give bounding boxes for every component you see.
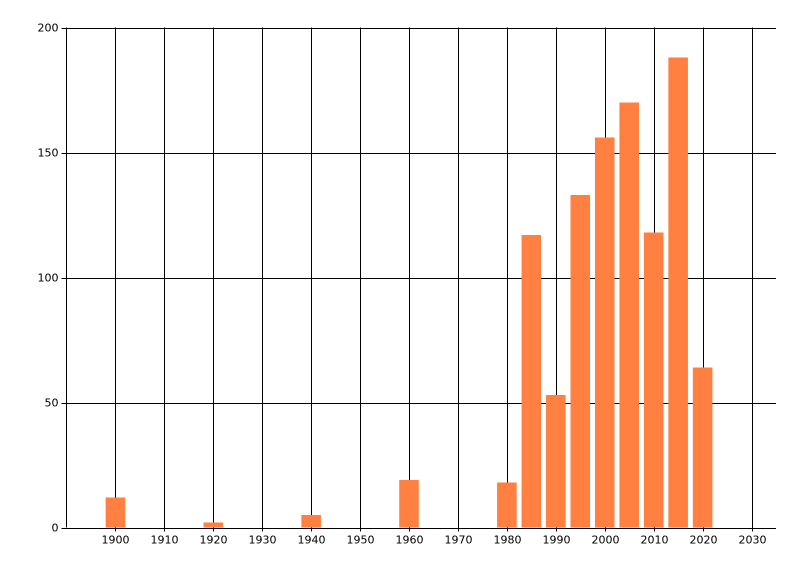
x-tick-label: 2010: [641, 534, 669, 547]
bar: [643, 232, 664, 528]
y-tick-label: 200: [38, 22, 59, 35]
x-tick-label: 1930: [249, 534, 277, 547]
x-tick-label: 2020: [690, 534, 718, 547]
y-tick-label: 0: [52, 522, 59, 535]
bar: [399, 480, 419, 528]
x-tick-label: 2000: [592, 534, 620, 547]
bar: [619, 102, 639, 528]
x-tick-label: 1940: [298, 534, 326, 547]
bar: [203, 522, 224, 528]
bar: [105, 497, 126, 528]
bar: [497, 482, 517, 528]
bar: [594, 137, 615, 528]
x-tick-label: 1900: [102, 534, 130, 547]
y-tick-label: 50: [45, 397, 59, 410]
x-tick-label: 1960: [396, 534, 424, 547]
x-tick-label: 1980: [494, 534, 522, 547]
bar: [570, 195, 591, 528]
y-tick-label: 150: [38, 147, 59, 160]
bar: [546, 395, 566, 528]
x-tick-label: 1920: [200, 534, 228, 547]
x-tick-label: 1950: [347, 534, 375, 547]
bar: [692, 367, 713, 528]
bar: [668, 57, 688, 528]
x-tick-label: 1990: [543, 534, 571, 547]
y-tick-label: 100: [38, 272, 59, 285]
bar: [521, 235, 542, 528]
x-tick-label: 1910: [151, 534, 179, 547]
x-tick-label: 2030: [739, 534, 767, 547]
x-tick-label: 1970: [445, 534, 473, 547]
bar: [301, 515, 321, 528]
